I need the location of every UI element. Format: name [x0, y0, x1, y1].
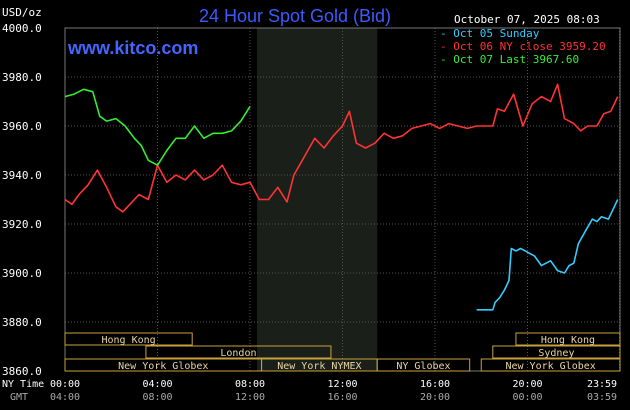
y-tick-label: 3900.0 [2, 267, 42, 280]
legend-entry: - Oct 05 Sunday [440, 27, 540, 40]
x-tick-ny: 23:59 [587, 379, 617, 390]
ny-time-label: NY Time [2, 379, 44, 390]
gmt-label: GMT [10, 392, 28, 403]
session-box [64, 332, 193, 346]
y-tick-label: 3860.0 [2, 365, 42, 378]
x-tick-ny: 08:00 [235, 379, 265, 390]
x-tick-ny: 04:00 [142, 379, 172, 390]
x-tick-gmt: 12:00 [235, 392, 265, 403]
chart-title: 24 Hour Spot Gold (Bid) [199, 6, 391, 26]
x-tick-gmt: 00:00 [512, 392, 542, 403]
session-box [492, 345, 621, 359]
legend-entry: - Oct 07 Last 3967.60 [440, 53, 579, 66]
series-line-0 [476, 199, 619, 311]
y-tick-label: 4000.0 [2, 22, 42, 35]
y-tick-label: 3960.0 [2, 120, 42, 133]
session-label: Hong Kong [541, 335, 595, 346]
legend-entry: - Oct 06 NY close 3959.20 [440, 40, 606, 53]
x-tick-gmt: 16:00 [327, 392, 357, 403]
y-tick-label: 3940.0 [2, 169, 42, 182]
session-label: London [220, 348, 256, 359]
session-label: New York Globex [118, 361, 208, 372]
x-tick-gmt: 20:00 [420, 392, 450, 403]
y-tick-label: 3920.0 [2, 218, 42, 231]
timestamp: October 07, 2025 08:03 [454, 13, 600, 26]
unit-label: USD/oz [2, 6, 42, 19]
session-label: Hong Kong [102, 335, 156, 346]
x-tick-gmt: 03:59 [587, 392, 617, 403]
session-label: NY Globex [396, 361, 450, 372]
market-sessions: Hong Kong Hong Kong London Sydney New York G… [64, 332, 621, 372]
session-box [376, 358, 471, 372]
x-tick-ny: 00:00 [50, 379, 80, 390]
highlight-band [256, 28, 378, 371]
y-tick-label: 3980.0 [2, 71, 42, 84]
session-label: Sydney [538, 348, 574, 359]
x-tick-gmt: 04:00 [50, 392, 80, 403]
legend: - Oct 05 Sunday- Oct 06 NY close 3959.20… [440, 27, 606, 66]
session-label: New York Globex [505, 361, 595, 372]
x-tick-ny: 16:00 [420, 379, 450, 390]
x-tick-ny: 20:00 [512, 379, 542, 390]
y-tick-label: 3880.0 [2, 316, 42, 329]
series-layer [64, 83, 619, 311]
x-tick-ny: 12:00 [327, 379, 357, 390]
series-line-2 [64, 88, 251, 166]
x-axis-tick-labels: 00:00 04:00 04:00 08:00 08:00 12:00 12:00 16:00… [50, 379, 617, 403]
y-axis-tick-labels: 3860.0 3880.0 3900.0 3920.0 3940.0 3960.0 3980… [2, 22, 42, 378]
session-label: New York NYMEX [277, 361, 361, 372]
session-box [515, 332, 621, 346]
series-line-1 [64, 83, 619, 213]
session-box [145, 345, 332, 359]
x-tick-gmt: 08:00 [142, 392, 172, 403]
site-watermark: www.kitco.com [67, 38, 198, 58]
session-box [480, 358, 621, 372]
